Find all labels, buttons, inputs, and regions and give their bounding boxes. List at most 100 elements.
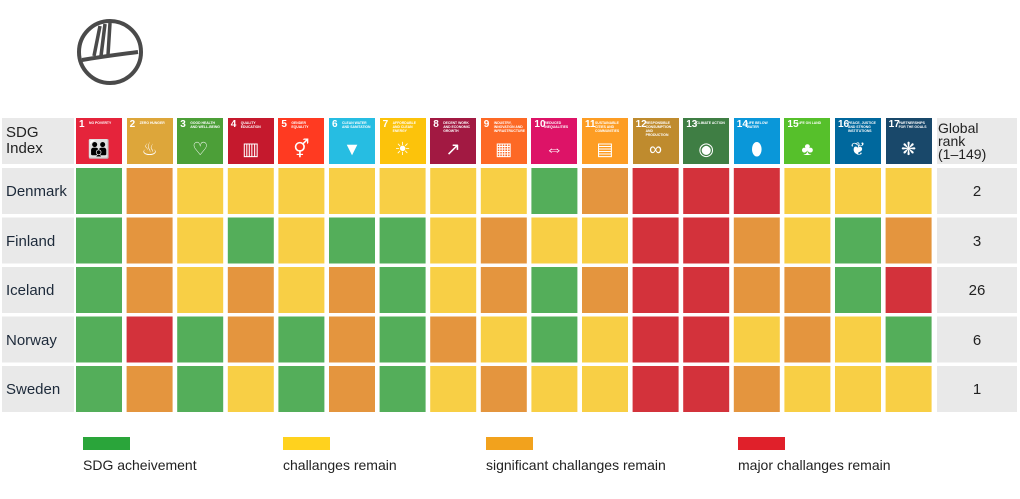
heatmap-cell bbox=[480, 316, 527, 363]
heatmap-cell bbox=[278, 316, 325, 363]
sdg-goal-label: QUALITY EDUCATION bbox=[240, 121, 261, 129]
rank-header-bg bbox=[937, 118, 1017, 164]
global-rank-value: 6 bbox=[972, 331, 982, 349]
dove-icon: ❦ bbox=[850, 139, 866, 159]
heatmap-cell bbox=[480, 217, 527, 264]
sdg-goal-label: ZERO HUNGER bbox=[139, 121, 165, 125]
heatmap-cell bbox=[329, 267, 375, 313]
heatmap-cell bbox=[733, 316, 780, 363]
heartbeat-icon: ♡ bbox=[192, 139, 209, 159]
sdg-goal-label: LIFE ON LAND bbox=[797, 121, 822, 125]
row-label-bg bbox=[2, 267, 74, 313]
heatmap-cell bbox=[531, 168, 578, 214]
heatmap-cell bbox=[76, 168, 122, 214]
book-icon: ▥ bbox=[242, 139, 260, 159]
sdg-goal-label: AFFORDABLE AND CLEAN ENERGY bbox=[392, 121, 416, 133]
row-label-bg bbox=[2, 217, 74, 264]
heatmap-cell bbox=[126, 217, 173, 264]
sdg-goal-tile: 16 PEACE, JUSTICE AND STRONG INSTITUTIONS… bbox=[835, 118, 881, 164]
legend-label: major challanges remain bbox=[738, 457, 891, 473]
country-label: Norway bbox=[6, 331, 57, 349]
heatmap-cell bbox=[76, 366, 122, 412]
heatmap-cell bbox=[329, 316, 375, 363]
sdg-goal-label: PEACE, JUSTICE AND STRONG INSTITUTIONS bbox=[848, 121, 876, 133]
heatmap-cell bbox=[632, 366, 679, 412]
row-label-bg bbox=[2, 366, 74, 412]
country-label: Denmark bbox=[6, 183, 67, 200]
heatmap-cell bbox=[531, 267, 578, 313]
sdg-goal-label: LIFE BELOW WATER bbox=[746, 121, 768, 129]
family-icon: 👪 bbox=[87, 139, 111, 159]
heatmap-cell bbox=[885, 217, 932, 264]
sdg-goal-tile: 9 INDUSTRY, INNOVATION AND INFRASTRUCTURE… bbox=[480, 118, 527, 164]
country-label: Finland bbox=[6, 232, 56, 250]
sdg-goal-tile: 14 LIFE BELOW WATER ⬮ bbox=[733, 118, 780, 164]
sdg-goal-tile: 11 SUSTAINABLE CITIES AND COMMUNITIES ▤ bbox=[582, 118, 628, 164]
heatmap-cell bbox=[885, 168, 932, 214]
heatmap-cell bbox=[430, 366, 477, 412]
heatmap-cell bbox=[480, 267, 527, 313]
heatmap-cell bbox=[379, 168, 426, 214]
heatmap-cell bbox=[683, 267, 730, 313]
sdg-goal-number: 13 bbox=[686, 119, 698, 130]
heatmap-cell bbox=[531, 366, 578, 412]
heatmap-cell bbox=[379, 267, 426, 313]
heatmap-cell bbox=[227, 168, 274, 214]
heatmap-cell bbox=[379, 217, 426, 264]
sdg-goal-label: SUSTAINABLE CITIES AND COMMUNITIES bbox=[595, 121, 620, 133]
row-label-bg bbox=[2, 316, 74, 363]
heatmap-cell bbox=[784, 217, 831, 264]
heatmap-cell bbox=[683, 217, 730, 264]
cubes-icon: ▦ bbox=[495, 139, 513, 159]
heatmap-cell bbox=[784, 316, 831, 363]
nordic-swan-logo bbox=[77, 19, 143, 85]
sdg-goal-number: 3 bbox=[180, 119, 186, 130]
sdg-goal-label: PARTNERSHIPS FOR THE GOALS bbox=[898, 121, 927, 129]
sdg-goal-tile: 3 GOOD HEALTH AND WELL-BEING ♡ bbox=[177, 118, 224, 164]
heatmap-cell bbox=[329, 168, 375, 214]
heatmap-cell bbox=[126, 366, 173, 412]
bowl-icon: ♨ bbox=[141, 139, 158, 159]
heatmap-cell bbox=[430, 316, 477, 363]
heatmap-cell bbox=[177, 316, 224, 363]
heatmap-cell bbox=[430, 267, 477, 313]
sdg-goal-tile: 4 QUALITY EDUCATION ▥ bbox=[227, 118, 274, 164]
sdg-index-line2: Index bbox=[6, 140, 43, 157]
sdg-index-line1: SDG bbox=[6, 124, 39, 141]
sdg-goal-number: 11 bbox=[585, 119, 596, 130]
heatmap-cell bbox=[885, 366, 932, 412]
heatmap-cell bbox=[278, 267, 325, 313]
equality-icon: ⇔ bbox=[545, 139, 564, 159]
heatmap-cell bbox=[227, 217, 274, 264]
heatmap-cell bbox=[582, 168, 628, 214]
sdg-goal-tile: 7 AFFORDABLE AND CLEAN ENERGY ☀ bbox=[379, 118, 426, 164]
heatmap-cell bbox=[227, 267, 274, 313]
heatmap-cell bbox=[885, 267, 932, 313]
flower-icon: ❋ bbox=[901, 139, 917, 159]
global-rank-header: Global rank (1–149) bbox=[938, 120, 987, 162]
sdg-goal-tile: 5 GENDER EQUALITY ⚥ bbox=[278, 118, 325, 164]
heatmap-cell bbox=[683, 168, 730, 214]
heatmap-cell bbox=[126, 267, 173, 313]
sdg-goal-label: GOOD HEALTH AND WELL-BEING bbox=[190, 121, 220, 129]
heatmap-cell bbox=[582, 366, 628, 412]
sdg-goal-tile: 15 LIFE ON LAND ♣ bbox=[784, 118, 831, 164]
sun-icon: ☀ bbox=[394, 139, 411, 159]
heatmap-cell bbox=[632, 316, 679, 363]
legend-label: challanges remain bbox=[283, 457, 397, 473]
heatmap-cell bbox=[835, 217, 881, 264]
sdg-goal-label: INDUSTRY, INNOVATION AND INFRASTRUCTURE bbox=[493, 121, 526, 133]
legend-swatch bbox=[738, 437, 785, 450]
sdg-goal-tile: 8 DECENT WORK AND ECONOMIC GROWTH ↗ bbox=[430, 118, 477, 164]
legend-label: significant challanges remain bbox=[486, 457, 666, 473]
country-label: Iceland bbox=[6, 282, 55, 299]
sdg-index-label: SDG Index bbox=[6, 125, 43, 157]
global-rank-line1: Global bbox=[938, 120, 979, 136]
sdg-goal-label: CLIMATE ACTION bbox=[696, 121, 725, 125]
global-rank-line3: (1–149) bbox=[938, 146, 987, 162]
heatmap-cell bbox=[582, 267, 628, 313]
heatmap-cell bbox=[126, 316, 173, 363]
fish-icon: ⬮ bbox=[751, 139, 763, 159]
growth-chart-icon: ↗ bbox=[445, 139, 461, 159]
